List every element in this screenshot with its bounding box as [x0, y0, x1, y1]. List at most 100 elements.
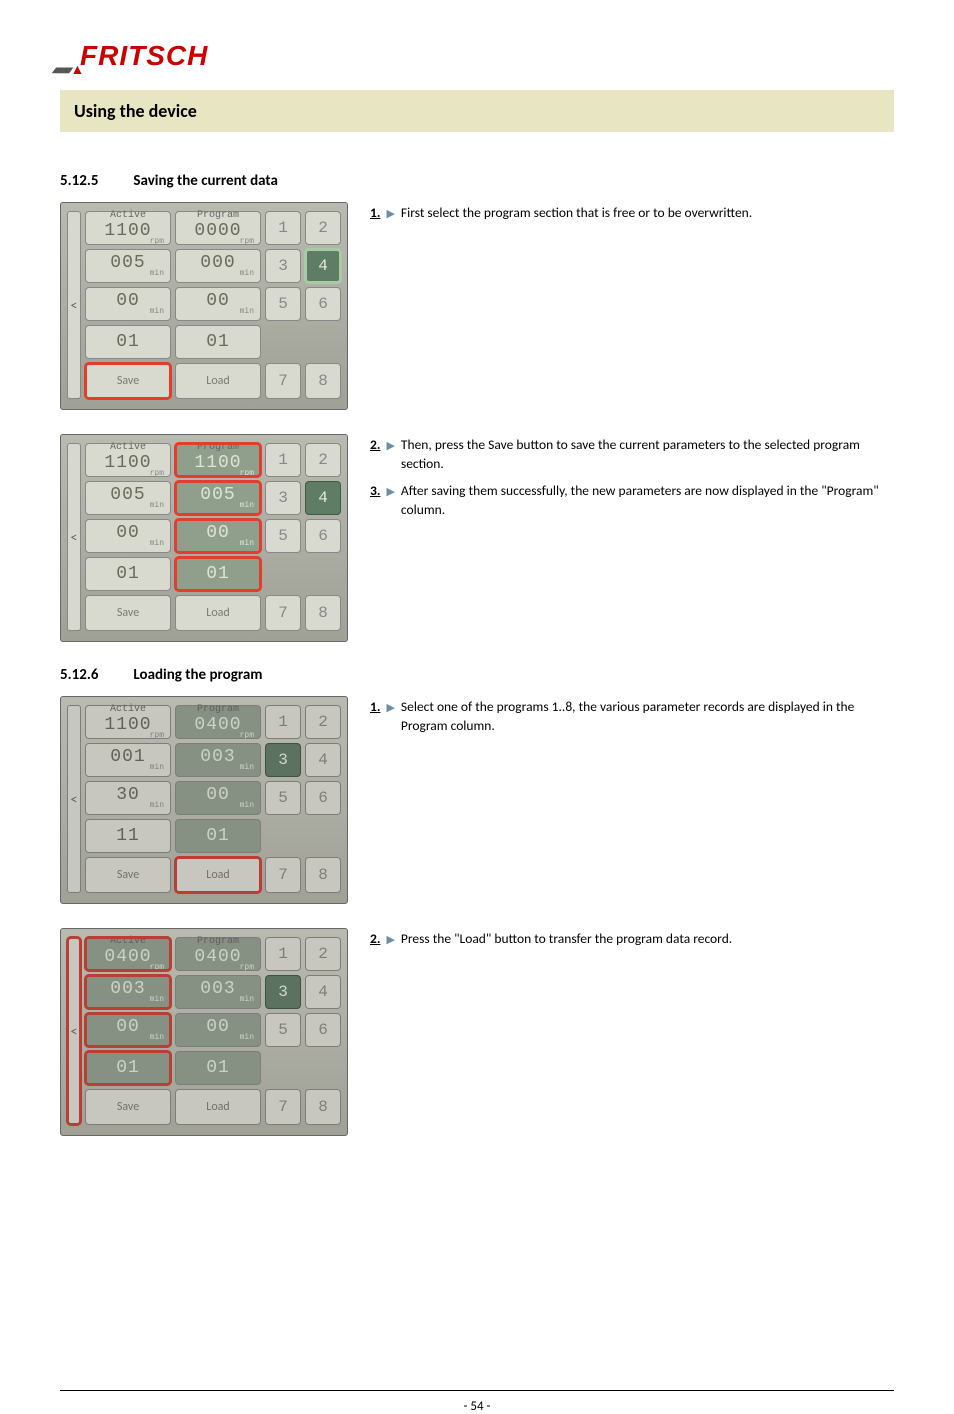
step-number: 2. [370, 436, 380, 474]
save-button[interactable]: Save [85, 595, 171, 631]
slot-2-button[interactable]: 2 [305, 443, 341, 477]
slot-3-button[interactable]: 3 [265, 481, 301, 515]
subsection-title: Saving the current data [133, 172, 277, 190]
step-number: 1. [370, 204, 380, 223]
slot-5-button[interactable]: 5 [265, 1013, 301, 1047]
slot-4-button[interactable]: 4 [305, 249, 341, 283]
slot-5-button[interactable]: 5 [265, 781, 301, 815]
program-col-row3: 00min [175, 781, 261, 815]
active-col-row3: 00min [85, 1013, 171, 1047]
page-footer: - 54 - [60, 1390, 894, 1414]
slot-1-button[interactable]: 1 [265, 937, 301, 971]
program-col-row4: 01 [175, 557, 261, 591]
load-button[interactable]: Load [175, 363, 261, 399]
brand-logo: ▰ ▰▲ FRITSCH [60, 40, 894, 72]
slot-2-button[interactable]: 2 [305, 211, 341, 245]
step-text: After saving them successfully, the new … [401, 482, 894, 520]
slot-7-button[interactable]: 7 [265, 857, 301, 893]
subsection-number: 5.12.5 [60, 172, 130, 190]
step-text: Select one of the programs 1..8, the var… [401, 698, 894, 736]
program-col-row4: 01 [175, 325, 261, 359]
load-button[interactable]: Load [175, 595, 261, 631]
save-button[interactable]: Save [85, 363, 171, 399]
back-button[interactable]: < [67, 705, 81, 893]
slot-1-button[interactable]: 1 [265, 705, 301, 739]
program-col-row3: 00min [175, 519, 261, 553]
slot-3-button[interactable]: 3 [265, 975, 301, 1009]
subsection-title: Loading the program [133, 666, 262, 684]
subsection-heading: 5.12.5 Saving the current data [60, 172, 894, 190]
step-item: 3. ▶ After saving them successfully, the… [370, 482, 894, 520]
slot-3-button[interactable]: 3 [265, 249, 301, 283]
slot-4-button[interactable]: 4 [305, 481, 341, 515]
slot-5-button[interactable]: 5 [265, 519, 301, 553]
step-arrow-icon: ▶ [386, 484, 394, 520]
program-col-row3: 00min [175, 287, 261, 321]
slot-4-button[interactable]: 4 [305, 743, 341, 777]
program-col-row3: 00min [175, 1013, 261, 1047]
active-col-row4: 11 [85, 819, 171, 853]
active-col-row4: 01 [85, 325, 171, 359]
device-screenshot-3: < Active1100rpm Program0400rpm 1 2 001mi… [60, 696, 348, 904]
device-screenshot-1: < Active1100rpm Program0000rpm 1 2 005mi… [60, 202, 348, 410]
step-arrow-icon: ▶ [386, 438, 394, 474]
program-col-row2: 005min [175, 481, 261, 515]
program-col-row1: Program0400rpm [175, 937, 261, 971]
step-item: 2. ▶ Then, press the Save button to save… [370, 436, 894, 474]
active-col-row3: 00min [85, 519, 171, 553]
step-item: 1. ▶ Select one of the programs 1..8, th… [370, 698, 894, 736]
slot-4-button[interactable]: 4 [305, 975, 341, 1009]
slot-7-button[interactable]: 7 [265, 363, 301, 399]
step-number: 3. [370, 482, 380, 520]
device-screenshot-2: < Active1100rpm Program1100rpm 1 2 005mi… [60, 434, 348, 642]
slot-8-button[interactable]: 8 [305, 595, 341, 631]
active-col-row2: 001min [85, 743, 171, 777]
subsection-number: 5.12.6 [60, 666, 130, 684]
slot-1-button[interactable]: 1 [265, 443, 301, 477]
step-item: 2. ▶ Press the "Load" button to transfer… [370, 930, 894, 949]
slot-8-button[interactable]: 8 [305, 363, 341, 399]
save-button[interactable]: Save [85, 857, 171, 893]
slot-8-button[interactable]: 8 [305, 857, 341, 893]
slot-6-button[interactable]: 6 [305, 287, 341, 321]
back-button[interactable]: < [67, 211, 81, 399]
program-col-row4: 01 [175, 1051, 261, 1085]
slot-3-button[interactable]: 3 [265, 743, 301, 777]
slot-8-button[interactable]: 8 [305, 1089, 341, 1125]
slot-2-button[interactable]: 2 [305, 705, 341, 739]
slot-6-button[interactable]: 6 [305, 1013, 341, 1047]
step-number: 2. [370, 930, 380, 949]
step-item: 1. ▶ First select the program section th… [370, 204, 894, 223]
slot-7-button[interactable]: 7 [265, 595, 301, 631]
step-text: First select the program section that is… [401, 204, 894, 223]
program-col-row1: Program1100rpm [175, 443, 261, 477]
program-col-row2: 003min [175, 975, 261, 1009]
active-col-row1: Active1100rpm [85, 443, 171, 477]
back-button[interactable]: < [67, 443, 81, 631]
slot-2-button[interactable]: 2 [305, 937, 341, 971]
slot-7-button[interactable]: 7 [265, 1089, 301, 1125]
load-button[interactable]: Load [175, 1089, 261, 1125]
step-arrow-icon: ▶ [386, 700, 394, 736]
load-button[interactable]: Load [175, 857, 261, 893]
brand-text: FRITSCH [80, 40, 208, 71]
step-number: 1. [370, 698, 380, 736]
slot-1-button[interactable]: 1 [265, 211, 301, 245]
program-col-row1: Program0000rpm [175, 211, 261, 245]
page-banner: Using the device [60, 90, 894, 132]
save-button[interactable]: Save [85, 1089, 171, 1125]
slot-6-button[interactable]: 6 [305, 519, 341, 553]
step-text: Then, press the Save button to save the … [401, 436, 894, 474]
program-col-row2: 003min [175, 743, 261, 777]
slot-5-button[interactable]: 5 [265, 287, 301, 321]
logo-chevrons: ▰ ▰▲ [52, 61, 81, 78]
active-col-row4: 01 [85, 1051, 171, 1085]
subsection-heading: 5.12.6 Loading the program [60, 666, 894, 684]
active-col-row3: 30min [85, 781, 171, 815]
step-arrow-icon: ▶ [386, 206, 394, 223]
active-col-row2: 003min [85, 975, 171, 1009]
active-col-row1: Active1100rpm [85, 211, 171, 245]
back-button[interactable]: < [67, 937, 81, 1125]
active-col-row2: 005min [85, 249, 171, 283]
slot-6-button[interactable]: 6 [305, 781, 341, 815]
